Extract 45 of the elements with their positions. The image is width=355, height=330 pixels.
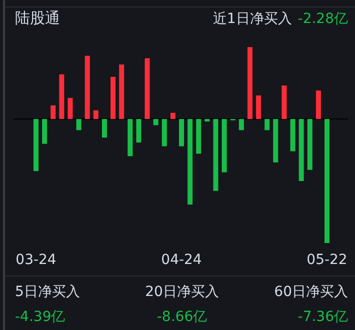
bar	[298, 119, 304, 181]
text: -7.36亿	[298, 309, 348, 325]
bar	[238, 119, 244, 130]
bar	[290, 119, 296, 152]
text: 5日净买入	[15, 284, 80, 300]
bar	[307, 119, 312, 170]
bar	[68, 98, 73, 119]
bar	[282, 86, 287, 119]
text: 20日净买入	[145, 284, 219, 300]
bar	[144, 58, 150, 119]
bar	[162, 119, 167, 146]
bar	[93, 110, 98, 119]
text: 近1日净买入	[212, 11, 292, 27]
text: -8.66亿	[156, 309, 208, 325]
text: -4.39亿	[15, 309, 66, 325]
bar	[76, 119, 82, 130]
bar	[324, 119, 330, 243]
bar	[316, 90, 321, 119]
bar	[153, 119, 158, 126]
bar	[196, 119, 202, 154]
x-tick-label: 04-24	[161, 252, 202, 268]
bar	[188, 119, 193, 205]
x-tick-label: 03-24	[16, 252, 56, 268]
bar	[128, 119, 133, 156]
bar	[102, 119, 107, 138]
bar	[119, 64, 124, 119]
chart-title: 陆股通	[15, 9, 60, 27]
bar	[256, 95, 262, 119]
text: 60日净买入	[274, 284, 348, 300]
bar	[222, 119, 227, 172]
bar	[50, 105, 56, 119]
bar	[34, 119, 38, 172]
bar	[42, 119, 48, 144]
bar	[247, 47, 252, 119]
bar	[273, 119, 278, 162]
bar	[59, 74, 64, 119]
bar	[136, 119, 142, 143]
bar	[84, 56, 90, 119]
bar	[110, 76, 116, 119]
bar	[213, 119, 218, 191]
bar	[170, 112, 176, 119]
bar	[264, 119, 270, 130]
bar	[179, 119, 184, 146]
x-tick-label: 05-22	[306, 252, 348, 268]
text: -2.28亿	[298, 11, 348, 27]
